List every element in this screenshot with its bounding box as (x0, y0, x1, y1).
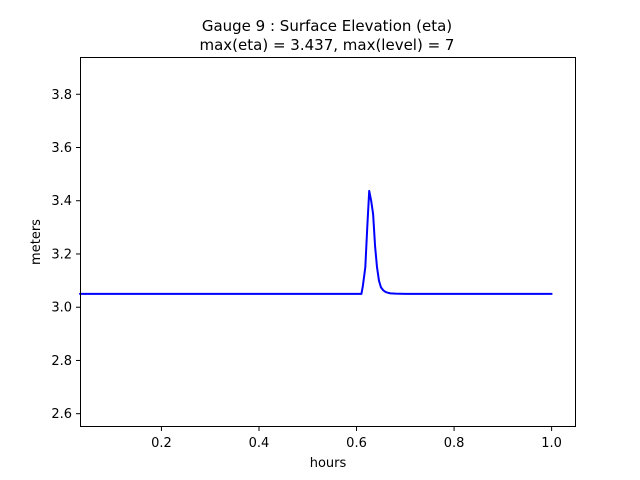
y-tick-label: 2.8 (51, 354, 72, 369)
x-tick-label: 1.0 (541, 436, 562, 451)
y-axis-label: meters (29, 219, 44, 265)
plot-frame (80, 57, 576, 427)
y-tick-label: 3.0 (51, 301, 72, 316)
x-tick-label: 0.4 (249, 436, 270, 451)
y-tick-label: 2.6 (51, 407, 72, 422)
y-tick-label: 3.4 (51, 194, 72, 209)
x-axis: 0.2 0.4 0.6 0.8 1.0 (151, 427, 562, 451)
x-tick-label: 0.8 (444, 436, 465, 451)
x-tick-label: 0.6 (346, 436, 367, 451)
chart-title-line-1: Gauge 9 : Surface Elevation (eta) (202, 17, 452, 35)
surface-elevation-line (79, 189, 553, 295)
series-layer (79, 189, 553, 295)
y-axis: 2.6 2.8 3.0 3.2 3.4 3.6 3.8 (51, 88, 80, 422)
y-tick-label: 3.6 (51, 141, 72, 156)
x-tick-label: 0.2 (151, 436, 172, 451)
y-tick-label: 3.8 (51, 88, 72, 103)
y-tick-label: 3.2 (51, 247, 72, 262)
chart-title-line-2: max(eta) = 3.437, max(level) = 7 (200, 36, 455, 54)
x-axis-label: hours (310, 456, 347, 471)
